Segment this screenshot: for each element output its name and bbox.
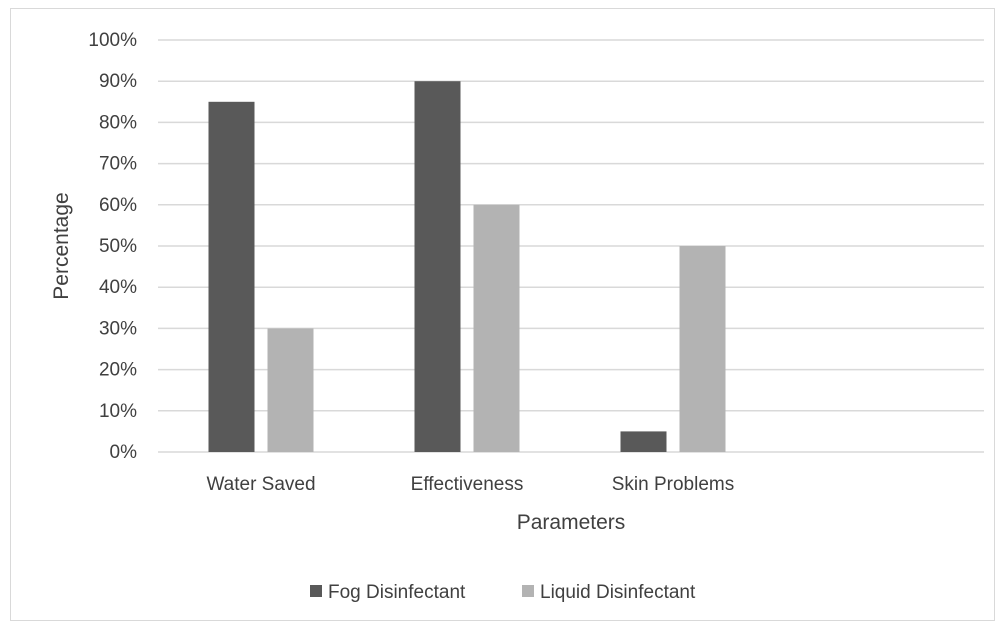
legend-swatch	[310, 585, 322, 597]
y-tick-label: 30%	[99, 318, 137, 339]
y-tick-label: 10%	[99, 401, 137, 422]
y-tick-label: 40%	[99, 277, 137, 298]
bar-fog-disinfectant	[414, 81, 461, 452]
y-tick-label: 0%	[110, 442, 138, 463]
x-axis-label: Parameters	[517, 511, 626, 534]
y-tick-label: 60%	[99, 195, 137, 216]
x-axis-tick-labels: Water Saved Effectiveness Skin Problems	[206, 474, 734, 495]
y-axis-label: Percentage	[50, 192, 73, 299]
x-tick-label: Water Saved	[206, 474, 315, 495]
y-axis-tick-labels: 0% 10% 20% 30% 40% 50% 60% 70% 80% 90% 100%	[88, 30, 137, 463]
bar-liquid-disinfectant	[679, 246, 726, 452]
bar-liquid-disinfectant	[267, 328, 314, 452]
bar-fog-disinfectant	[208, 101, 255, 453]
bar-liquid-disinfectant	[473, 204, 520, 452]
y-tick-label: 20%	[99, 360, 137, 381]
legend-label: Liquid Disinfectant	[540, 582, 696, 603]
y-tick-label: 100%	[88, 30, 137, 51]
y-tick-label: 90%	[99, 71, 137, 92]
y-tick-label: 80%	[99, 112, 137, 133]
legend: Fog Disinfectant Liquid Disinfectant	[310, 582, 696, 603]
x-tick-label: Effectiveness	[411, 474, 524, 495]
y-tick-label: 70%	[99, 154, 137, 175]
legend-label: Fog Disinfectant	[328, 582, 466, 603]
legend-swatch	[522, 585, 534, 597]
x-tick-label: Skin Problems	[612, 474, 735, 495]
y-tick-label: 50%	[99, 236, 137, 257]
bar-fog-disinfectant	[620, 431, 667, 452]
bars	[208, 81, 726, 453]
